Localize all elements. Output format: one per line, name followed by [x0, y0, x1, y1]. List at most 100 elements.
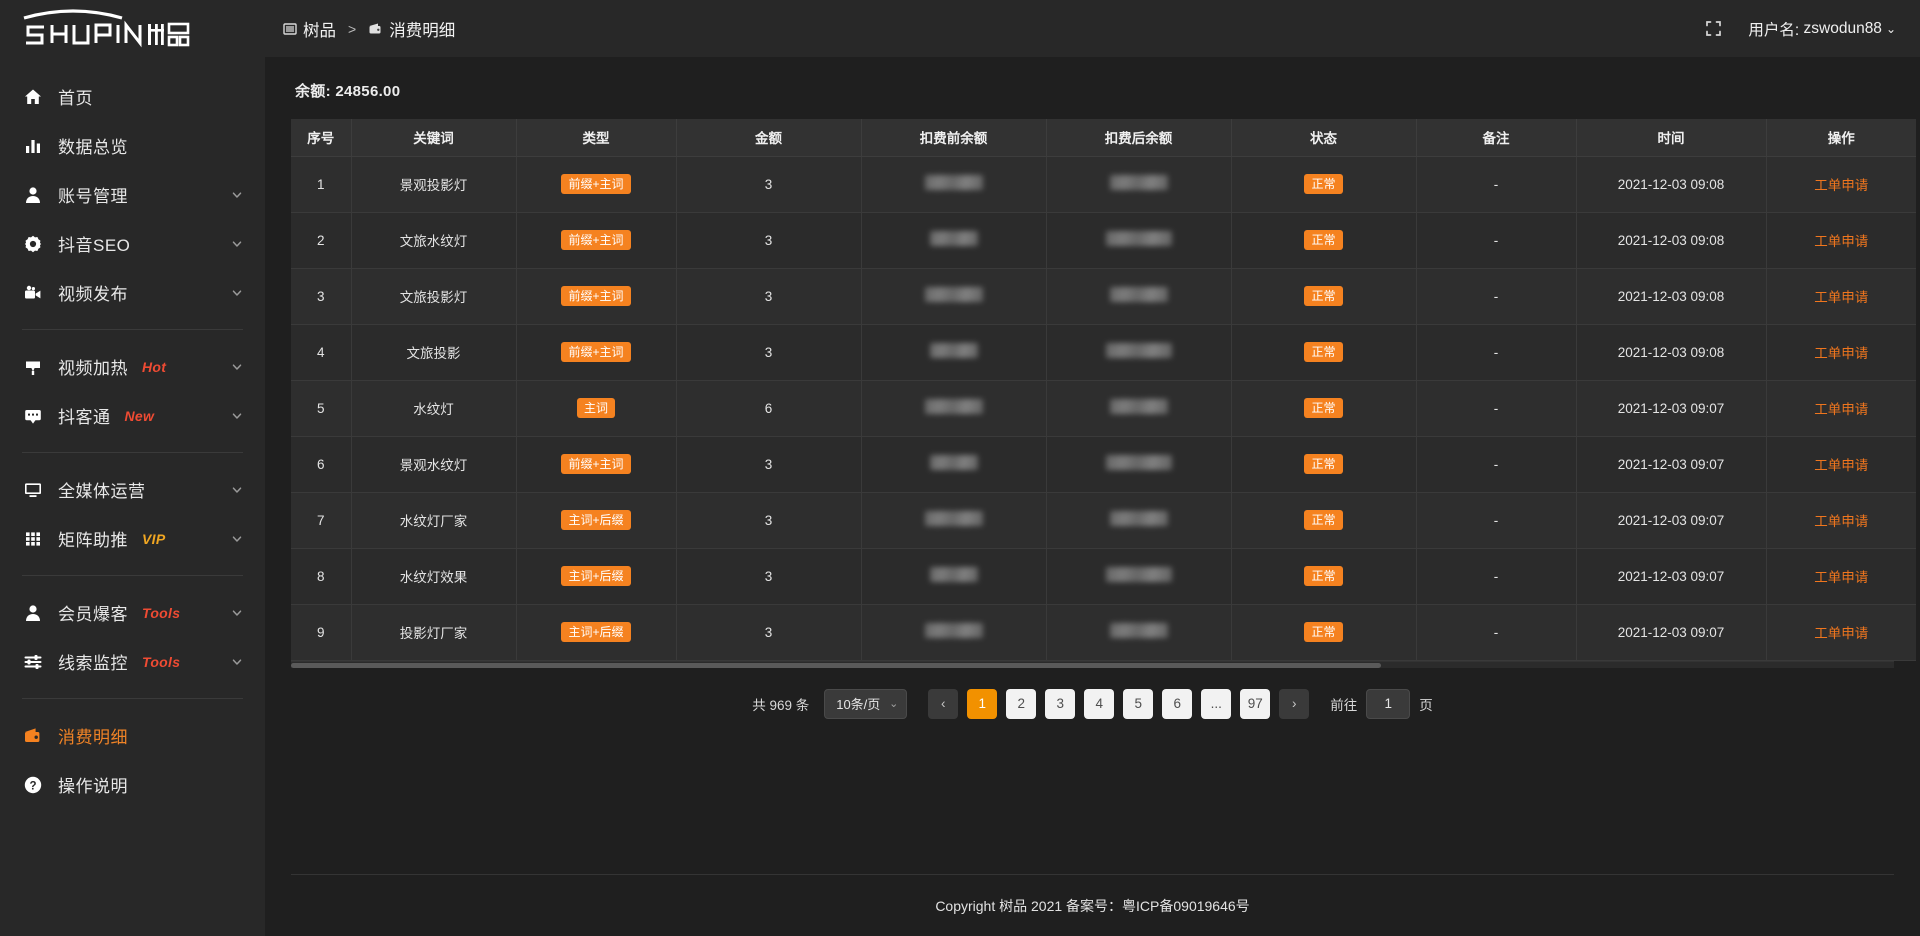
redacted-value [1105, 231, 1172, 246]
page-button-97[interactable]: 97 [1240, 688, 1271, 719]
chevron-down-icon[interactable] [231, 656, 243, 668]
redacted-value [1109, 399, 1168, 414]
sidebar-divider [22, 575, 243, 576]
cell-index: 4 [291, 324, 352, 381]
cell-balance-after [1046, 212, 1232, 269]
question-circle-icon: ? [22, 774, 44, 796]
sidebar-item-2[interactable]: 账号管理 [0, 170, 265, 219]
work-order-link[interactable]: 工单申请 [1814, 458, 1869, 473]
sidebar-item-8[interactable]: 矩阵助推 VIP [0, 514, 265, 563]
balance-display: 余额: 24856.00 [291, 58, 1894, 119]
fullscreen-icon[interactable] [1705, 20, 1722, 37]
cell-type: 前缀+主词 [516, 268, 677, 325]
user-menu[interactable]: 用户名: zswodun88 ⌄ [1748, 18, 1896, 40]
cell-amount: 3 [676, 604, 862, 661]
cell-index: 6 [291, 436, 352, 493]
work-order-link[interactable]: 工单申请 [1814, 402, 1869, 417]
cell-amount: 6 [676, 380, 862, 437]
table-header-cell: 类型 [516, 119, 677, 157]
cell-remark: - [1416, 268, 1577, 325]
cell-action: 工单申请 [1766, 380, 1916, 437]
page-button-2[interactable]: 2 [1006, 688, 1037, 719]
sidebar-item-5[interactable]: 视频加热 Hot [0, 342, 265, 391]
table-row: 7 水纹灯厂家 主词+后缀 3 正常 -2021-12-03 09:07 工单申请 [291, 492, 1916, 549]
chevron-down-icon[interactable] [231, 607, 243, 619]
video-camera-icon [22, 282, 44, 304]
page-button-6[interactable]: 6 [1162, 688, 1193, 719]
topbar-right: 用户名: zswodun88 ⌄ [1705, 18, 1896, 40]
cell-time: 2021-12-03 09:08 [1576, 268, 1767, 325]
work-order-link[interactable]: 工单申请 [1814, 514, 1869, 529]
cell-remark: - [1416, 380, 1577, 437]
chevron-down-icon: ⌄ [889, 698, 899, 710]
sidebar-item-label: 全媒体运营 [58, 482, 146, 501]
sidebar-item-11[interactable]: 消费明细 [0, 711, 265, 760]
page-size-select[interactable]: 10条/页 ⌄ [824, 688, 908, 719]
page-button-4[interactable]: 4 [1084, 688, 1115, 719]
chevron-down-icon[interactable] [231, 410, 243, 422]
redacted-value [924, 511, 983, 526]
page-button-3[interactable]: 3 [1045, 688, 1076, 719]
work-order-link[interactable]: 工单申请 [1814, 234, 1869, 249]
sidebar-item-0[interactable]: 首页 [0, 72, 265, 121]
work-order-link[interactable]: 工单申请 [1814, 626, 1869, 641]
sidebar-item-6[interactable]: 抖客通 New [0, 391, 265, 440]
brand-logo[interactable] [0, 0, 265, 58]
breadcrumb-item-home[interactable]: 树品 [283, 17, 336, 41]
cell-status: 正常 [1231, 380, 1417, 437]
work-order-link[interactable]: 工单申请 [1814, 178, 1869, 193]
status-badge: 正常 [1304, 341, 1343, 363]
cell-keyword: 文旅投影 [351, 324, 517, 381]
table-row: 8 水纹灯效果 主词+后缀 3 正常 -2021-12-03 09:07 工单申请 [291, 548, 1916, 605]
page-button-1[interactable]: 1 [967, 688, 998, 719]
type-tag: 前缀+主词 [561, 341, 631, 363]
next-page-button[interactable]: › [1279, 688, 1310, 719]
sidebar-item-12[interactable]: ? 操作说明 [0, 760, 265, 809]
sidebar-item-3[interactable]: 抖音SEO [0, 219, 265, 268]
chevron-down-icon[interactable] [231, 533, 243, 545]
table-header-cell: 扣费后余额 [1046, 119, 1232, 157]
status-badge: 正常 [1304, 621, 1343, 643]
type-tag: 主词 [576, 397, 615, 419]
prev-page-button[interactable]: ‹ [928, 688, 959, 719]
sidebar-item-10[interactable]: 线索监控 Tools [0, 637, 265, 686]
cell-amount: 3 [676, 436, 862, 493]
megaphone-icon [22, 356, 44, 378]
table-row: 1 景观投影灯 前缀+主词 3 正常 -2021-12-03 09:08 工单申请 [291, 156, 1916, 213]
status-badge: 正常 [1304, 173, 1343, 195]
sidebar-item-1[interactable]: 数据总览 [0, 121, 265, 170]
horizontal-scrollbar[interactable] [291, 660, 1894, 668]
cell-index: 2 [291, 212, 352, 269]
goto-page-input[interactable] [1366, 688, 1411, 719]
sidebar-item-4[interactable]: 视频发布 [0, 268, 265, 317]
type-tag: 主词+后缀 [561, 565, 631, 587]
page-size-value: 10条/页 [836, 697, 881, 712]
work-order-link[interactable]: 工单申请 [1814, 570, 1869, 585]
chevron-down-icon[interactable] [231, 238, 243, 250]
wallet-icon [368, 22, 383, 36]
sidebar-item-9[interactable]: 会员爆客 Tools [0, 588, 265, 637]
cell-balance-before [861, 156, 1047, 213]
page-button-5[interactable]: 5 [1123, 688, 1154, 719]
breadcrumb-item-current[interactable]: 消费明细 [368, 17, 455, 41]
chevron-down-icon[interactable] [231, 484, 243, 496]
scrollbar-thumb[interactable] [291, 662, 1382, 668]
bar-chart-icon [22, 135, 44, 157]
cell-index: 9 [291, 604, 352, 661]
cell-action: 工单申请 [1766, 156, 1916, 213]
chevron-down-icon[interactable] [231, 287, 243, 299]
sidebar-item-7[interactable]: 全媒体运营 [0, 465, 265, 514]
cell-time: 2021-12-03 09:07 [1576, 492, 1767, 549]
table-header-cell: 操作 [1766, 119, 1916, 157]
table-header-cell: 扣费前余额 [861, 119, 1047, 157]
redacted-value [1109, 623, 1168, 638]
sidebar: 首页 数据总览 账号管理 抖音SEO 视频发布视频加热 Hot 抖客通 New 全媒体运营矩阵助… [0, 0, 265, 936]
chevron-down-icon[interactable] [231, 361, 243, 373]
chevron-down-icon[interactable] [231, 189, 243, 201]
cell-index: 3 [291, 268, 352, 325]
work-order-link[interactable]: 工单申请 [1814, 346, 1869, 361]
cell-keyword: 文旅投影灯 [351, 268, 517, 325]
work-order-link[interactable]: 工单申请 [1814, 290, 1869, 305]
page-button-...[interactable]: ... [1201, 688, 1232, 719]
